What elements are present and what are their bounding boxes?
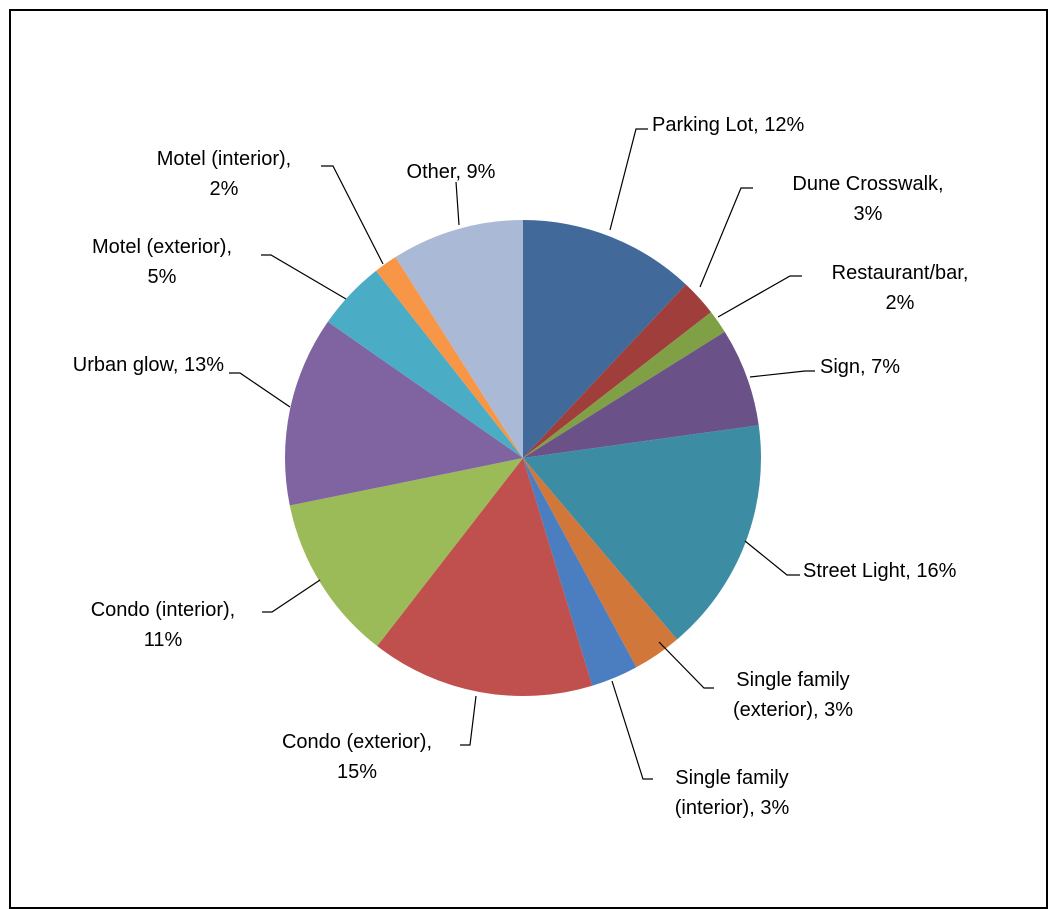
- leader-line: [744, 540, 800, 576]
- data-label: Single family (interior), 3%: [675, 767, 790, 819]
- data-label: Condo (exterior), 15%: [282, 731, 432, 783]
- leader-line: [699, 187, 753, 288]
- data-label: Street Light, 16%: [803, 560, 957, 582]
- data-label: Motel (interior), 2%: [157, 148, 291, 200]
- pie-slice-sign: [523, 331, 759, 458]
- pie-slice-urban-glow: [284, 321, 523, 506]
- data-label: Other, 9%: [407, 161, 496, 183]
- data-label: Motel (exterior), 5%: [92, 236, 232, 288]
- leader-line: [609, 128, 648, 231]
- pie-slice-condo-interior-: [289, 458, 523, 647]
- data-label: Single family (exterior), 3%: [733, 669, 853, 721]
- leader-line: [261, 254, 347, 300]
- data-label: Dune Crosswalk, 3%: [792, 173, 943, 225]
- leader-line: [658, 641, 714, 689]
- pie-slice-restaurant-bar: [523, 312, 725, 458]
- leader-line: [455, 181, 460, 226]
- pie-slice-condo-exterior-: [377, 458, 593, 697]
- leader-line: [749, 370, 815, 378]
- data-label: Restaurant/bar, 2%: [832, 262, 969, 314]
- pie-slice-single-family-exterior-: [523, 458, 677, 668]
- leader-line: [229, 372, 291, 408]
- data-label: Condo (interior), 11%: [91, 599, 236, 651]
- leader-line: [717, 275, 802, 318]
- pie-slice-motel-exterior-: [327, 270, 523, 458]
- pie-slice-other: [395, 220, 523, 458]
- leader-line: [262, 579, 321, 613]
- pie-slice-motel-interior-: [375, 257, 523, 458]
- leader-line: [611, 680, 653, 780]
- leader-line: [321, 165, 384, 265]
- data-label: Sign, 7%: [820, 356, 900, 378]
- data-label: Parking Lot, 12%: [652, 114, 805, 136]
- pie-slice-dune-crosswalk: [523, 284, 712, 458]
- pie-slice-single-family-interior-: [523, 458, 637, 686]
- pie-slice-parking-lot: [523, 220, 686, 458]
- pie-slice-street-light: [523, 425, 761, 640]
- data-label: Urban glow, 13%: [73, 354, 224, 376]
- leader-line: [460, 695, 477, 746]
